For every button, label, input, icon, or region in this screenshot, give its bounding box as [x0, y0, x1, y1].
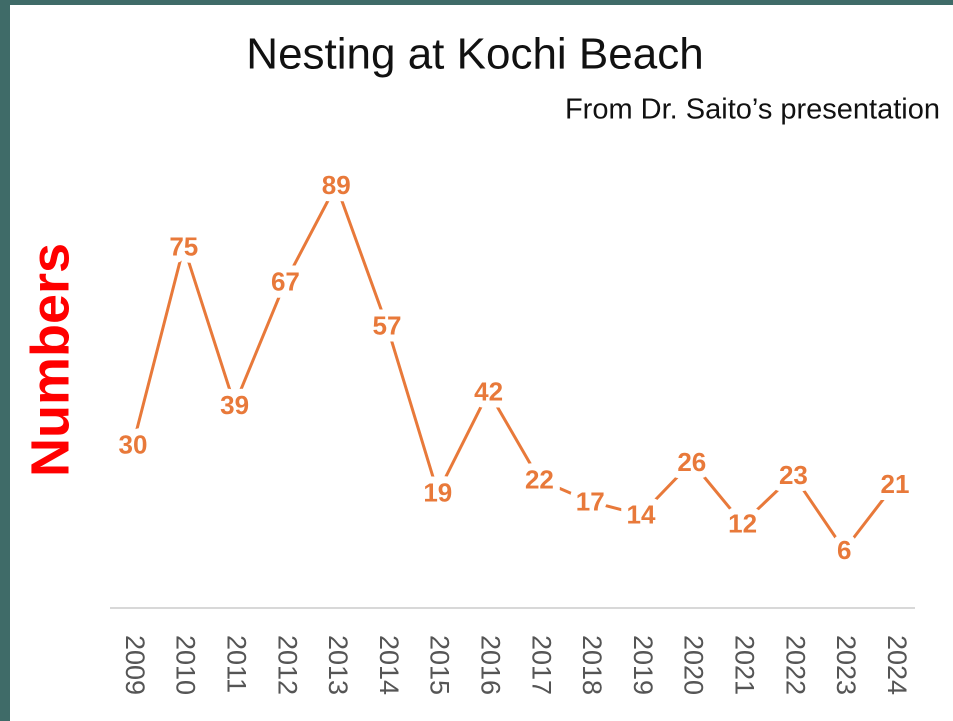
x-tick-label: 2011	[221, 635, 251, 693]
x-tick-label: 2019	[628, 635, 658, 695]
chart-background	[10, 5, 953, 721]
x-tick-label: 2017	[526, 635, 556, 695]
x-tick-label: 2024	[882, 635, 912, 695]
data-label: 19	[423, 478, 452, 508]
data-label: 39	[220, 390, 249, 420]
data-line	[131, 183, 897, 552]
chart-subtitle: From Dr. Saito’s presentation	[565, 94, 940, 126]
data-label: 22	[525, 465, 554, 495]
data-label: 57	[373, 311, 402, 341]
data-label: 21	[881, 469, 910, 499]
x-tick-label: 2023	[831, 635, 861, 695]
data-label: 12	[728, 508, 757, 538]
data-label: 42	[474, 377, 503, 407]
data-label: 26	[677, 447, 706, 477]
data-label: 14	[627, 500, 656, 530]
x-tick-label: 2013	[323, 635, 353, 695]
data-label: 23	[779, 460, 808, 490]
x-tick-label: 2018	[577, 635, 607, 695]
data-label: 6	[837, 535, 851, 565]
x-tick-label: 2009	[120, 635, 150, 695]
x-tick-label: 2016	[475, 635, 505, 695]
x-tick-label: 2020	[679, 635, 709, 695]
x-tick-label: 2021	[729, 635, 759, 695]
x-tick-label: 2015	[425, 635, 455, 695]
x-tick-label: 2022	[780, 635, 810, 695]
x-tick-label: 2012	[272, 635, 302, 695]
x-tick-label: 2010	[171, 635, 201, 695]
data-label: 89	[322, 170, 351, 200]
data-label: 30	[119, 429, 148, 459]
data-label: 17	[576, 487, 605, 517]
x-tick-label: 2014	[374, 635, 404, 695]
chart-title: Nesting at Kochi Beach	[246, 30, 703, 79]
data-label: 75	[169, 231, 198, 261]
data-label: 67	[271, 267, 300, 297]
y-axis-label: Numbers	[20, 243, 80, 477]
